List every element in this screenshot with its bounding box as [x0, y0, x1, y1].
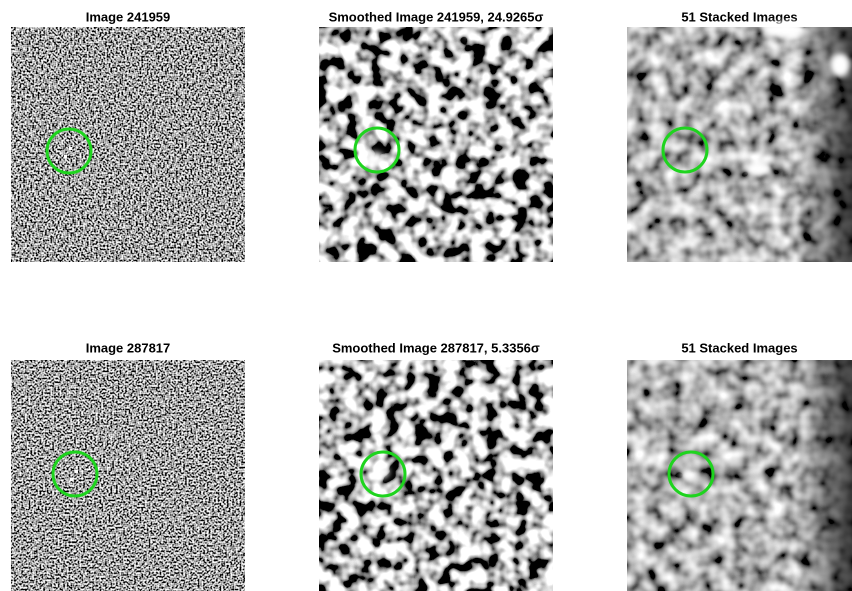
panel-title: Image 241959: [86, 9, 171, 24]
page: {"panels": [ {"title": "Image 241959"}, …: [0, 0, 852, 591]
image-vignette: [627, 360, 852, 591]
bright-source: [535, 66, 551, 78]
image-noise: [319, 360, 553, 591]
figure: Image 241959 Smoothed Image 241959, 24.92…: [0, 0, 852, 591]
image-noise: [319, 27, 553, 262]
image-panel: [319, 27, 553, 262]
bright-pixel: [75, 470, 78, 473]
image-panel: [11, 360, 245, 591]
bright-source: [432, 448, 440, 454]
bright-source: [681, 468, 699, 482]
bright-source: [830, 53, 850, 77]
panel-title: 51 Stacked Images: [681, 9, 797, 24]
bright-source: [375, 466, 389, 478]
image-noise: [11, 360, 245, 591]
image-panel: [627, 22, 852, 262]
bright-source: [366, 152, 384, 166]
bright-source: [464, 29, 476, 37]
bright-pixel: [64, 155, 67, 158]
image-panel: [319, 360, 553, 591]
panel-title: 51 Stacked Images: [681, 340, 797, 355]
panel-title: Smoothed Image 241959, 24.9265σ: [329, 9, 544, 24]
panel-title: Smoothed Image 287817, 5.3356σ: [332, 340, 540, 355]
image-vignette: [627, 27, 852, 262]
bright-source: [745, 162, 771, 176]
bright-source: [763, 22, 807, 38]
image-noise: [11, 27, 245, 262]
bright-pixel: [69, 147, 72, 150]
image-panel: [627, 360, 852, 591]
bright-pixel: [70, 478, 73, 481]
image-panel: [11, 27, 245, 262]
panel-title: Image 287817: [86, 340, 171, 355]
